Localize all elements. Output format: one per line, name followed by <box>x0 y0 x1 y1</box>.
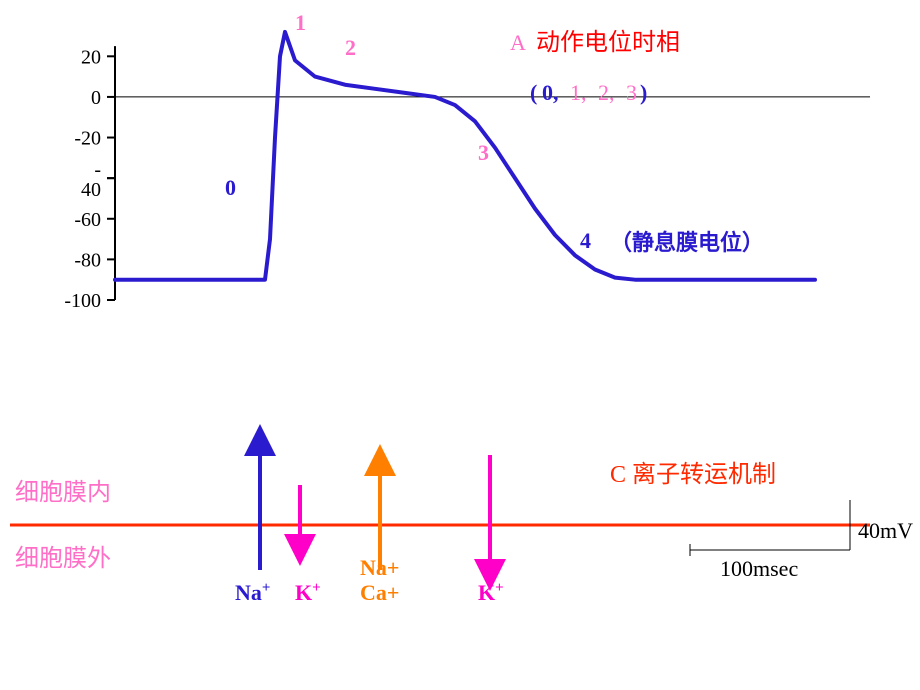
chart-label-l2: 2, <box>598 80 615 105</box>
chart-label-l1: 1, <box>570 80 587 105</box>
y-tick-label: -20 <box>74 128 101 150</box>
chart-label-A: A <box>510 30 526 55</box>
chart-label-Atitle: 动作电位时相 <box>536 29 680 56</box>
chart-label-l0: 0, <box>542 80 559 105</box>
chart-label-p4: 4 <box>580 228 591 253</box>
chart-label-l3: 3 <box>626 80 637 105</box>
ion-label-K: K+ <box>295 580 321 605</box>
chart-label-rest: （静息膜电位） <box>610 230 764 255</box>
ion-label-Na: Na+ <box>235 580 270 605</box>
chart-label-paren_close: ) <box>640 80 647 105</box>
y-tick-label: - <box>94 159 101 181</box>
ion-label-Na2: Na+ <box>360 555 399 580</box>
chart-label-p2: 2 <box>345 35 356 60</box>
y-tick-label: 0 <box>91 87 101 109</box>
chart-label-p0: 0 <box>225 175 236 200</box>
y-tick-label: -100 <box>64 290 101 312</box>
bottom-label-outside: 细胞膜外 <box>15 545 111 572</box>
y-tick-label: 40 <box>81 179 101 201</box>
chart-label-p1: 1 <box>295 10 306 35</box>
y-tick-label: -80 <box>74 249 101 271</box>
bottom-label-inside: 细胞膜内 <box>15 479 111 506</box>
figure-svg: 20 0 -20 -40 -60 -80 -100 0 1 2 3 4 （静息膜电位） A 动作电位时相 (0… <box>0 0 920 690</box>
chart-label-paren_open: ( <box>530 80 537 105</box>
scale-vlabel: 40mV <box>858 518 913 543</box>
ion-label-Ca: Ca+ <box>360 580 399 605</box>
y-tick-label: -60 <box>74 209 101 231</box>
chart-label-p3: 3 <box>478 140 489 165</box>
scale-hlabel: 100msec <box>720 556 798 581</box>
bottom-label-Ctitle: C 离子转运机制 <box>610 461 776 488</box>
y-tick-label: 20 <box>81 46 101 68</box>
ion-label-K2: K+ <box>478 580 504 605</box>
